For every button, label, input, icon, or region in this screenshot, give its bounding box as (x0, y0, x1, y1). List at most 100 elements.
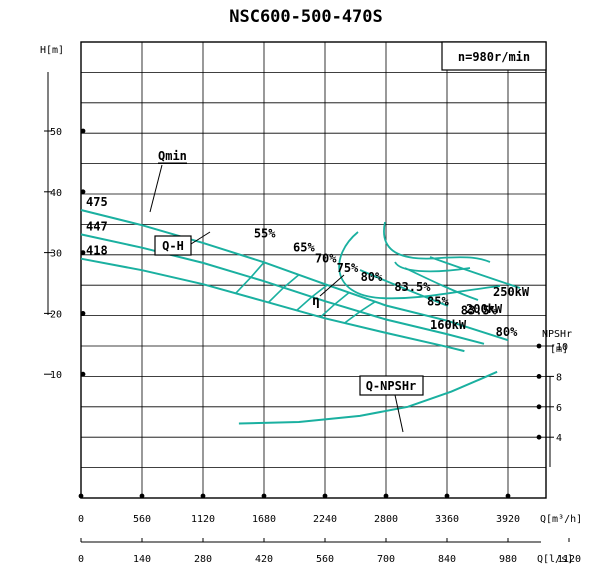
efficiency-label: 80% (361, 270, 383, 284)
power-curve (359, 269, 449, 307)
power-curve (404, 267, 479, 301)
power-label: 200kW (466, 302, 503, 316)
head-tick-label: 10 (50, 370, 62, 381)
efficiency-island (383, 221, 491, 263)
x-m3h-tick-dot (444, 493, 450, 499)
speed-box (441, 41, 547, 71)
efficiency-isoline (344, 301, 376, 324)
x-ls-tick-label: 1120 (557, 554, 581, 565)
efficiency-label: 83.5% (394, 280, 431, 294)
x-ls-tick-label: 700 (377, 554, 395, 565)
head-tick-dot (80, 128, 86, 134)
efficiency-label: 65% (293, 240, 315, 254)
annotations: Qmin Q-H η Q-NPSHr (149, 149, 424, 433)
impeller-label-447: 447 (86, 219, 108, 233)
x-axis-ls: 0 140 280 420 560 700 840 980 1120 Q[l/s] (78, 538, 581, 565)
x-m3h-tick-label: 1680 (252, 514, 276, 525)
efficiency-isoline (267, 274, 300, 304)
x-m3h-tick-dot (383, 493, 389, 499)
qh-curve-447 (80, 233, 485, 345)
x-m3h-tick-dot (505, 493, 511, 499)
head-tick-dot (80, 250, 86, 256)
npsh-tick-label: 4 (556, 433, 562, 444)
impeller-label-475: 475 (86, 195, 108, 209)
x-ls-tick-label: 560 (316, 554, 334, 565)
head-axis-label: H[m] (40, 45, 64, 56)
qnpsh-label-box (359, 375, 424, 396)
npsh-axis-label: NPSHr (542, 329, 572, 340)
x-ls-tick-label: 980 (499, 554, 517, 565)
x-m3h-tick-dot (261, 493, 267, 499)
npsh-axis: NPSHr [m] 4 6 8 10 (536, 329, 572, 467)
power-curve (429, 256, 521, 289)
x-m3h-tick-dot (200, 493, 206, 499)
qmin-label: Qmin (158, 149, 187, 163)
head-tick-label: 50 (50, 127, 62, 138)
x-axis-m3h-label: Q[m³/h] (540, 514, 582, 525)
x-m3h-tick-label: 3360 (435, 514, 459, 525)
qh-curve-418 (80, 257, 465, 353)
x-m3h-tick-label: 2240 (313, 514, 337, 525)
performance-curves: 475447418250kW200kW160kW55%65%70%75%80%8… (80, 195, 530, 425)
npsh-axis-ticks: 4 6 8 10 (536, 342, 568, 444)
x-axis-m3h: 0 560 1120 1680 2240 2800 3360 3920 Q[m³/h] (78, 493, 582, 525)
x-ls-tick-label: 140 (133, 554, 151, 565)
efficiency-label: 70% (315, 251, 337, 265)
x-axis-ls-ticks: 0 140 280 420 560 700 840 980 1120 (78, 538, 581, 565)
impeller-label-418: 418 (86, 244, 108, 258)
x-ls-tick-label: 280 (194, 554, 212, 565)
efficiency-label: 55% (254, 226, 276, 240)
npsh-axis-unit: [m] (550, 344, 568, 355)
head-tick-dot (80, 371, 86, 377)
power-label: 160kW (430, 318, 467, 332)
head-tick-label: 20 (50, 309, 62, 320)
power-label: 250kW (493, 285, 530, 299)
x-m3h-tick-label: 3920 (496, 514, 520, 525)
npsh-tick-dot (536, 343, 542, 349)
eta-label: η (312, 294, 320, 309)
efficiency-island (394, 261, 471, 273)
efficiency-label: 83.5% (461, 304, 498, 318)
efficiency-label: 75% (337, 261, 359, 275)
x-m3h-tick-label: 2800 (374, 514, 398, 525)
x-m3h-tick-dot (139, 493, 145, 499)
qh-label: Q-H (162, 239, 184, 253)
speed-label: n=980r/min (458, 50, 530, 64)
npsh-tick-dot (536, 434, 542, 440)
x-ls-tick-label: 420 (255, 554, 273, 565)
qh-label-box (154, 235, 192, 256)
plot-frame (80, 41, 547, 499)
qh-curve-475 (80, 209, 509, 342)
npsh-tick-label: 6 (556, 403, 562, 414)
x-axis-m3h-ticks: 0 560 1120 1680 2240 2800 3360 3920 (78, 493, 520, 525)
npsh-tick-dot (536, 374, 542, 379)
x-ls-tick-label: 0 (78, 554, 84, 565)
head-axis-ticks: 10 20 30 40 50 (44, 127, 86, 381)
efficiency-label: 80% (496, 325, 518, 339)
npsh-tick-label: 8 (556, 372, 562, 383)
x-m3h-tick-label: 0 (78, 514, 84, 525)
head-tick-dot (80, 189, 86, 195)
npsh-tick-label: 10 (556, 342, 568, 353)
npsh-curve (238, 370, 498, 425)
x-m3h-tick-label: 1120 (191, 514, 215, 525)
npsh-tick-dot (536, 404, 542, 410)
chart-grid (81, 42, 546, 498)
efficiency-isoline (320, 291, 350, 318)
x-m3h-tick-label: 560 (133, 514, 151, 525)
head-tick-label: 30 (50, 249, 62, 260)
x-ls-tick-label: 840 (438, 554, 456, 565)
efficiency-isoline (235, 261, 265, 294)
x-m3h-tick-dot (322, 493, 328, 499)
x-m3h-tick-dot (78, 493, 84, 499)
qnpsh-label: Q-NPSHr (366, 379, 417, 393)
efficiency-label: 85% (427, 294, 449, 308)
head-tick-label: 40 (50, 188, 62, 199)
chart-title: NSC600-500-470S (229, 7, 383, 27)
efficiency-isoline (296, 284, 328, 311)
head-axis: H[m] 10 20 30 40 50 (40, 45, 86, 381)
head-tick-dot (80, 311, 86, 316)
x-axis-ls-label: Q[l/s] (537, 554, 573, 565)
